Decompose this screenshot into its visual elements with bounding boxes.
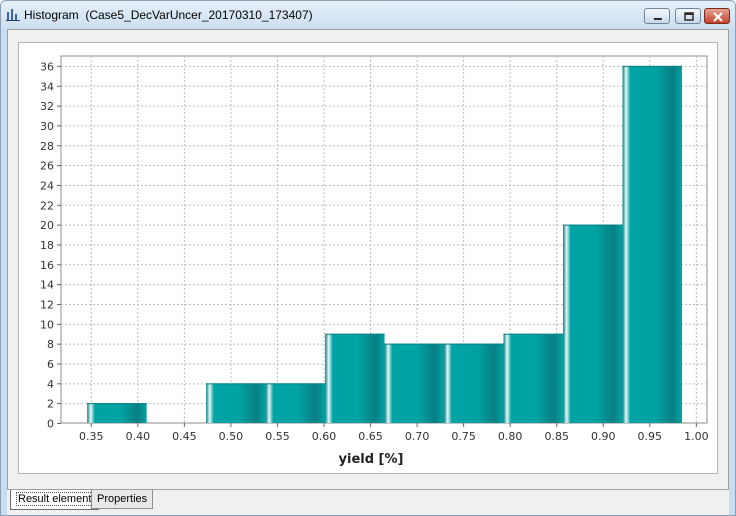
x-tick-label: 0.55 [265, 430, 290, 443]
histogram-bar[interactable] [325, 333, 385, 423]
histogram-bar[interactable] [503, 333, 563, 423]
y-tick-label: 4 [47, 378, 54, 391]
maximize-button[interactable] [675, 8, 701, 24]
title-bar[interactable]: Histogram (Case5_DecVarUncer_20170310_17… [1, 1, 735, 29]
y-tick-label: 12 [40, 298, 54, 311]
close-button[interactable] [704, 8, 730, 24]
minimize-icon [654, 18, 662, 20]
x-tick-label: 0.65 [358, 430, 383, 443]
y-tick-label: 18 [40, 239, 54, 252]
x-tick-label: 0.85 [544, 430, 569, 443]
histogram-bar[interactable] [562, 224, 623, 423]
y-tick-label: 28 [40, 140, 54, 153]
y-tick-label: 26 [40, 160, 54, 173]
x-tick-label: 0.90 [591, 430, 616, 443]
y-tick-label: 24 [40, 179, 54, 192]
maximize-icon [684, 12, 694, 21]
y-tick-label: 36 [40, 60, 54, 73]
chart-panel: 0 2 4 6 8 10 12 14 16 18 20 22 24 26 28 30 32 34 36 0.35 0.4… [18, 42, 718, 474]
y-tick-label: 10 [40, 318, 54, 331]
bottom-tab-strip: Result element Properties [7, 490, 729, 515]
minimize-button[interactable] [644, 8, 670, 24]
y-tick-label: 2 [47, 398, 54, 411]
x-tick-label: 0.45 [172, 430, 197, 443]
x-tick-label: 0.70 [405, 430, 430, 443]
histogram-bar[interactable] [206, 383, 266, 423]
histogram-bars [87, 65, 682, 423]
histogram-icon [6, 9, 20, 21]
x-tick-label: 0.75 [451, 430, 476, 443]
x-tick-label: 0.80 [498, 430, 523, 443]
histogram-bar[interactable] [622, 65, 682, 423]
y-tick-label: 34 [40, 80, 54, 93]
y-tick-label: 8 [47, 338, 54, 351]
histogram-bar[interactable] [265, 383, 326, 423]
tab-result-element[interactable]: Result element [10, 490, 100, 510]
y-tick-label: 30 [40, 120, 54, 133]
y-tick-label: 20 [40, 219, 54, 232]
window-title: Histogram (Case5_DecVarUncer_20170310_17… [24, 8, 313, 22]
histogram-bar[interactable] [444, 343, 504, 423]
y-tick-label: 16 [40, 259, 54, 272]
y-tick-label: 22 [40, 199, 54, 212]
y-tick-label: 0 [47, 418, 54, 431]
y-tick-label: 6 [47, 358, 54, 371]
result-element-pane: 0 2 4 6 8 10 12 14 16 18 20 22 24 26 28 30 32 34 36 0.35 0.4… [7, 29, 729, 490]
histogram-bar[interactable] [87, 403, 147, 423]
close-icon [713, 12, 723, 22]
x-tick-label: 0.35 [79, 430, 104, 443]
tab-properties[interactable]: Properties [91, 490, 154, 509]
x-tick-label: 0.95 [638, 430, 663, 443]
histogram-bar[interactable] [384, 343, 445, 423]
x-tick-label: 0.50 [219, 430, 244, 443]
y-tick-label: 14 [40, 279, 54, 292]
x-axis-label: yield [%] [339, 452, 404, 467]
y-tick-label: 32 [40, 100, 54, 113]
tab-result-element-label: Result element [16, 492, 94, 506]
x-tick-label: 1.00 [684, 430, 709, 443]
x-tick-label: 0.40 [126, 430, 151, 443]
x-tick-label: 0.60 [312, 430, 337, 443]
